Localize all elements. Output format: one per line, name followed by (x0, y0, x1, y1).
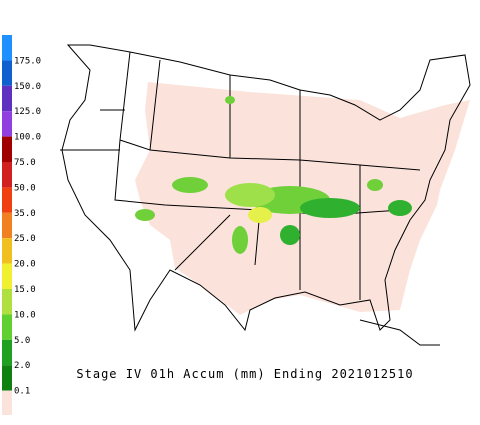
color-swatch (2, 212, 12, 239)
legend-label: 20.0 (14, 260, 36, 270)
color-swatch (2, 238, 12, 264)
color-swatch (2, 365, 12, 391)
color-swatch (2, 289, 12, 315)
color-swatch (2, 314, 12, 340)
legend-label: 100.0 (14, 133, 41, 143)
color-swatch (2, 339, 12, 366)
legend-label: 150.0 (14, 82, 41, 92)
legend-label: 35.0 (14, 209, 36, 219)
precipitation (135, 96, 412, 254)
color-swatch (2, 263, 12, 289)
color-swatch (2, 162, 12, 188)
legend-label: 0.1 (14, 387, 30, 397)
color-swatch (2, 35, 12, 61)
color-swatch (2, 85, 12, 112)
legend-label: 10.0 (14, 310, 36, 320)
color-swatch (2, 187, 12, 213)
legend-label: 2.0 (14, 361, 30, 371)
legend-label: 15.0 (14, 285, 36, 295)
color-swatch (2, 60, 12, 86)
color-swatch (2, 111, 12, 137)
legend-label: 5.0 (14, 336, 30, 346)
legend-label: 25.0 (14, 234, 36, 244)
legend-label: 75.0 (14, 158, 36, 168)
legend-label: 125.0 (14, 107, 41, 117)
legend-label: 175.0 (14, 56, 41, 66)
color-swatch (2, 390, 12, 415)
color-bar: 175.0 150.0 125.0 100.0 75.0 50.0 35.0 25.0 20.0… (2, 35, 41, 415)
caption: Stage IV 01h Accum (mm) Ending 202101251… (76, 367, 413, 381)
legend-label: 50.0 (14, 183, 36, 193)
color-swatch (2, 136, 12, 162)
